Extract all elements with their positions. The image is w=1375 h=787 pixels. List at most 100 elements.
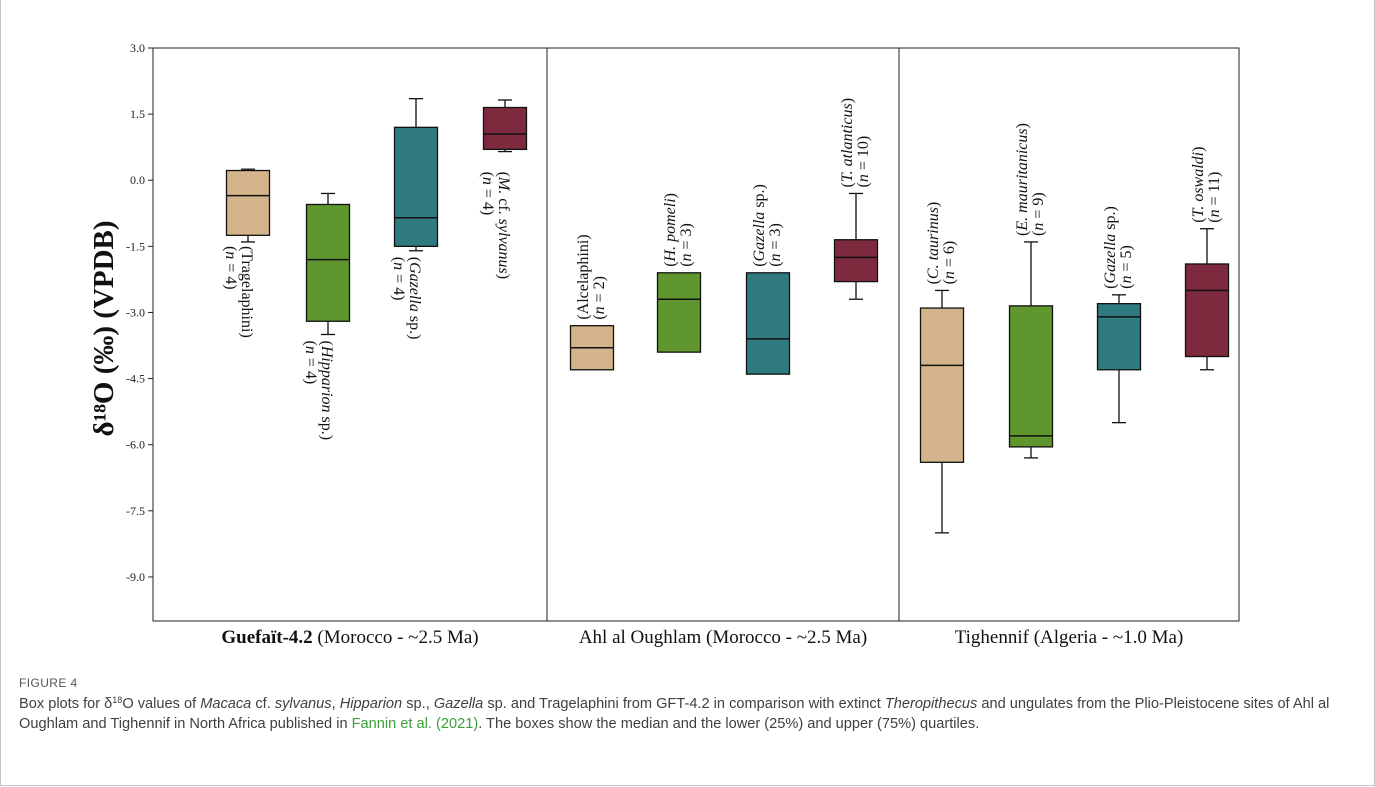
label-segment: mauritanicus (1014, 128, 1031, 212)
label-segment: n (941, 271, 958, 279)
label-segment: = 10) (855, 136, 872, 174)
box-hipparion: (Hipparion sp.)(n = 4) (302, 192, 351, 440)
box-gazella: (Gazella sp.)(n = 4) (390, 98, 439, 340)
box-tragelaphini: (C. taurinus)(n = 6) (919, 202, 965, 534)
box-label: (Tragelaphini)(n = 4) (222, 246, 255, 338)
label-segment: n (222, 251, 239, 259)
label-segment: ) (662, 193, 679, 198)
y-tick-label: -6.0 (126, 438, 145, 452)
site-label: Ahl al Oughlam (Morocco - ~2.5 Ma) (579, 627, 867, 648)
label-segment: n (767, 253, 784, 261)
label-segment: sylvanus (495, 219, 512, 274)
box-iqr (305, 203, 351, 322)
label-segment: n (1206, 209, 1223, 217)
caption-text: Theropithecus (884, 696, 978, 712)
label-segment: n (591, 306, 608, 314)
box-iqr (482, 106, 528, 151)
label-segment: Gazella (751, 212, 768, 262)
label-segment: T. (839, 170, 856, 182)
label-segment: ) (575, 234, 592, 239)
y-tick-label: -9.0 (126, 570, 145, 584)
label-segment: = 4) (222, 259, 239, 289)
label-segment: ( (1118, 284, 1135, 289)
taxon-label: (T. atlanticus) (839, 98, 856, 187)
sample-size-label: (n = 3) (767, 223, 784, 267)
label-segment: ) (238, 332, 255, 337)
taxon-label: (Alcelaphini) (575, 234, 592, 319)
label-segment: ( (495, 172, 512, 177)
caption-text: sp. and Tragelaphini from GFT-4.2 in com… (483, 696, 885, 712)
box-label: (Gazella sp.)(n = 5) (1102, 206, 1135, 289)
label-segment: sp. (406, 316, 423, 334)
caption-text: , (331, 696, 340, 712)
sample-size-label: (n = 6) (941, 241, 958, 285)
site-label: Tighennif (Algeria - ~1.0 Ma) (955, 627, 1184, 648)
label-segment: ) (839, 98, 856, 103)
label-segment: n (1030, 223, 1047, 231)
sample-size-label: (n = 5) (1118, 245, 1135, 289)
label-segment: ( (1206, 217, 1223, 222)
label-segment: ( (318, 341, 335, 346)
label-segment: ) (495, 274, 512, 279)
label-segment: ( (222, 246, 239, 251)
taxon-label: (Gazella sp.) (406, 257, 423, 340)
label-segment: = 5) (1118, 245, 1135, 275)
y-tick-label: -3.0 (126, 305, 145, 319)
box-iqr (1184, 263, 1230, 358)
y-tick-label: -1.5 (126, 239, 145, 253)
label-segment: Gazella (406, 262, 423, 312)
box-gazella: (Gazella sp.)(n = 5) (1096, 206, 1142, 424)
box-label: (T. atlanticus)(n = 10) (839, 98, 872, 187)
y-tick-label: 1.5 (130, 107, 145, 121)
box-iqr (656, 272, 702, 353)
label-segment: Alcelaphini (575, 239, 592, 314)
label-segment: ) (925, 202, 942, 207)
box-iqr (745, 272, 791, 375)
box-label: (E. mauritanicus)(n = 9) (1014, 123, 1047, 236)
label-segment: n (678, 253, 695, 261)
label-segment: ) (318, 435, 335, 440)
box-primate: (T. oswaldi)(n = 11) (1184, 147, 1230, 371)
taxon-label: (H. pomeli) (662, 193, 679, 267)
box-label: (H. pomeli)(n = 3) (662, 193, 695, 267)
y-tick-label: 3.0 (130, 41, 145, 55)
label-segment: pomeli (662, 198, 679, 243)
label-segment: ( (839, 182, 856, 187)
label-segment: ( (751, 261, 768, 266)
box-label: (C. taurinus)(n = 6) (925, 202, 958, 285)
box-gazella: (Gazella sp.)(n = 3) (745, 184, 791, 375)
label-segment: ( (941, 279, 958, 284)
panel-2: (Alcelaphini)(n = 2)(H. pomeli)(n = 3)(G… (569, 98, 879, 375)
label-segment: ( (575, 314, 592, 319)
label-segment: ( (855, 182, 872, 187)
taxon-label: (C. taurinus) (925, 202, 942, 285)
label-segment: Gazella (1102, 234, 1119, 284)
label-segment: ( (1102, 284, 1119, 289)
site-label: Guefaït-4.2 (Morocco - ~2.5 Ma) (221, 627, 478, 648)
label-segment: n (479, 177, 496, 185)
sample-size-label: (n = 4) (302, 341, 319, 385)
figure-label: FIGURE 4 (19, 676, 78, 690)
label-segment: C. (925, 264, 942, 279)
box-label: (Gazella sp.)(n = 4) (390, 257, 423, 340)
caption-text: Box plots for δ (19, 696, 113, 712)
taxon-label: (Tragelaphini) (238, 246, 255, 338)
caption-text: sylvanus (274, 696, 332, 712)
sample-size-label: (n = 9) (1030, 192, 1047, 236)
caption-text: Macaca (200, 696, 252, 712)
label-segment: ) (1102, 206, 1119, 211)
caption-text: Gazella (433, 696, 484, 712)
box-label: (Gazella sp.)(n = 3) (751, 184, 784, 267)
reference-link[interactable]: Fannin et al. (2021) (351, 716, 479, 732)
taxon-label: (M. cf. sylvanus) (495, 172, 512, 280)
label-segment: n (390, 262, 407, 270)
caption-text: sp., (402, 696, 434, 712)
taxon-label: (T. oswaldi) (1190, 147, 1207, 223)
label-segment: ( (406, 257, 423, 262)
box-label: (Alcelaphini)(n = 2) (575, 234, 608, 319)
site-name: Guefaït-4.2 (221, 627, 312, 648)
label-segment: atlanticus (839, 103, 856, 166)
label-segment: ) (406, 334, 423, 339)
label-segment: cf. (495, 198, 512, 214)
label-segment: sp. (318, 417, 335, 435)
